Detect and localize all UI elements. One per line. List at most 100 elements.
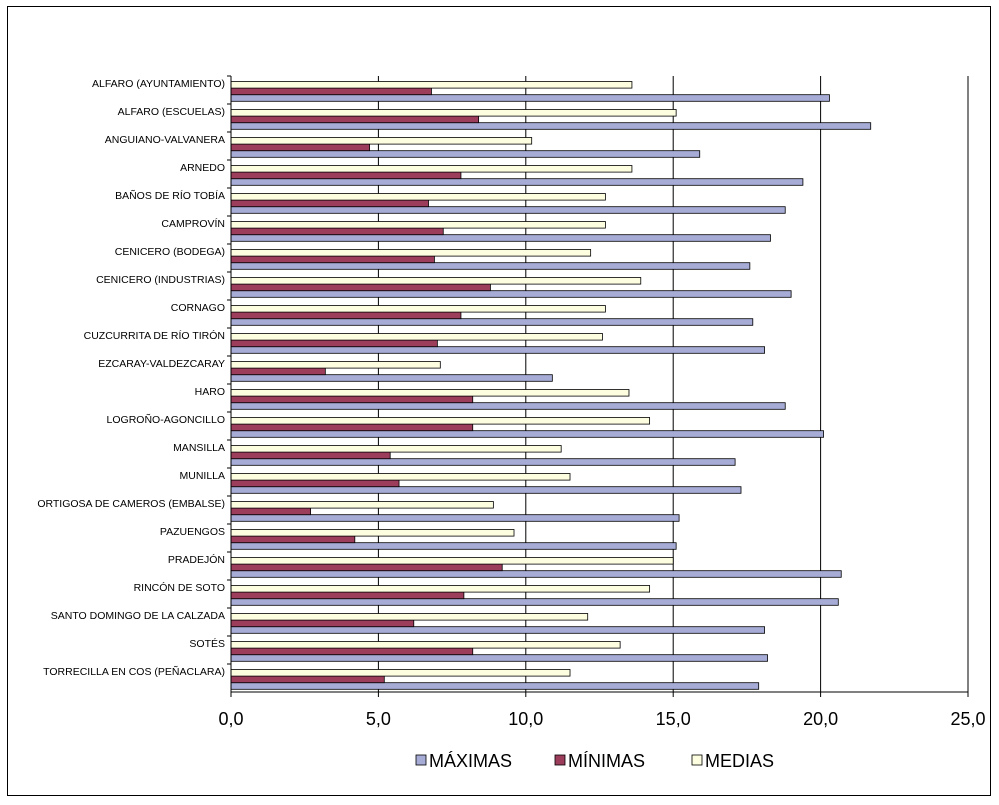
bar-minimas	[230, 87, 432, 96]
bar-medias	[230, 417, 651, 425]
bar-minimas	[230, 619, 415, 628]
bar-maximas	[230, 374, 553, 382]
legend-swatch	[554, 754, 566, 766]
category-label: ORTIGOSA DE CAMEROS (EMBALSE)	[37, 498, 225, 510]
bar-minimas	[230, 479, 400, 488]
bar-minimas	[230, 115, 480, 124]
bar-medias	[230, 389, 630, 397]
category-label: CAMPROVÍN	[161, 217, 225, 230]
bar-maximas	[230, 178, 804, 186]
bar-maximas	[230, 402, 786, 410]
bar-maximas	[230, 150, 701, 158]
category-label: PRADEJÓN	[168, 553, 225, 566]
category-label: ALFARO (AYUNTAMIENTO)	[92, 78, 225, 90]
bar-medias	[230, 473, 571, 481]
x-tick-label: 20,0	[803, 709, 838, 729]
bar-maximas	[230, 206, 786, 214]
axes	[227, 75, 969, 697]
bar-maximas	[230, 346, 765, 354]
x-tick-labels: 0,0 5,0 10,0 15,0 20,0 25,0	[218, 709, 985, 729]
category-label: CENICERO (BODEGA)	[115, 246, 225, 258]
bar-minimas	[230, 255, 435, 264]
x-tick-label: 25,0	[950, 709, 985, 729]
category-label: CUZCURRITA DE RÍO TIRÓN	[84, 329, 225, 342]
bar-medias	[230, 333, 603, 341]
category-label: TORRECILLA EN COS (PEÑACLARA)	[43, 665, 225, 678]
bar-minimas	[230, 311, 462, 320]
bar-maximas	[230, 570, 842, 578]
bar-medias	[230, 641, 621, 649]
bar-maximas	[230, 94, 830, 102]
category-label: RINCÓN DE SOTO	[134, 581, 225, 594]
category-label: EZCARAY-VALDEZCARAY	[98, 358, 225, 370]
category-label: CORNAGO	[171, 302, 225, 314]
legend-label: MÁXIMAS	[429, 751, 512, 771]
bar-minimas	[230, 339, 438, 348]
legend-swatch	[691, 754, 703, 766]
bar-maximas	[230, 262, 751, 270]
legend: MÁXIMAS MÍNIMAS MEDIAS	[415, 751, 774, 771]
bar-minimas	[230, 143, 370, 152]
bar-minimas	[230, 199, 429, 208]
bar-maximas	[230, 514, 680, 522]
bar-medias	[230, 81, 633, 89]
bar-medias	[230, 193, 606, 201]
bar-maximas	[230, 626, 765, 634]
bar-maximas	[230, 598, 839, 606]
bar-maximas	[230, 430, 824, 438]
legend-label: MÍNIMAS	[568, 751, 645, 771]
bar-minimas	[230, 227, 444, 236]
bar-minimas	[230, 675, 385, 684]
bar-maximas	[230, 654, 768, 662]
bar-medias	[230, 585, 651, 593]
x-tick-label: 10,0	[508, 709, 543, 729]
bar-medias	[230, 221, 606, 229]
category-label: MANSILLA	[173, 442, 225, 454]
bar-minimas	[230, 423, 474, 432]
category-label: ANGUIANO-VALVANERA	[105, 134, 225, 146]
x-tick-label: 0,0	[218, 709, 243, 729]
x-tick-label: 15,0	[656, 709, 691, 729]
bar-medias	[230, 669, 571, 677]
bar-maximas	[230, 682, 760, 690]
bar-minimas	[230, 451, 391, 460]
bar-minimas	[230, 563, 503, 572]
category-label: BAÑOS DE RÍO TOBÍA	[115, 189, 225, 202]
bar-medias	[230, 109, 677, 117]
category-label: SOTÉS	[189, 637, 225, 650]
bar-medias	[230, 557, 674, 565]
category-label: SANTO DOMINGO DE LA CALZADA	[51, 610, 225, 622]
bar-medias	[230, 529, 515, 537]
bar-maximas	[230, 122, 872, 130]
bar-maximas	[230, 486, 742, 494]
bar-minimas	[230, 647, 474, 656]
bars	[230, 81, 872, 690]
legend-swatch	[415, 754, 427, 766]
bar-medias	[230, 305, 606, 313]
bar-medias	[230, 165, 633, 173]
bar-maximas	[230, 458, 736, 466]
bar-maximas	[230, 542, 677, 550]
bar-minimas	[230, 591, 465, 600]
bar-minimas	[230, 367, 326, 376]
bar-medias	[230, 361, 441, 369]
category-label: MUNILLA	[179, 470, 225, 482]
category-label: ALFARO (ESCUELAS)	[118, 106, 225, 118]
category-labels: ALFARO (AYUNTAMIENTO) ALFARO (ESCUELAS) AN…	[37, 78, 225, 678]
bar-minimas	[230, 171, 462, 180]
category-label: ARNEDO	[180, 162, 225, 174]
bar-medias	[230, 249, 592, 257]
bar-maximas	[230, 234, 771, 242]
bar-maximas	[230, 318, 754, 326]
bar-minimas	[230, 535, 356, 544]
bar-minimas	[230, 507, 311, 516]
bar-minimas	[230, 283, 491, 292]
bar-medias	[230, 501, 494, 509]
category-label: PAZUENGOS	[160, 526, 225, 538]
bar-maximas	[230, 290, 792, 298]
category-label: HARO	[195, 386, 225, 398]
legend-label: MEDIAS	[705, 751, 774, 771]
bar-medias	[230, 137, 533, 145]
bar-minimas	[230, 395, 474, 404]
